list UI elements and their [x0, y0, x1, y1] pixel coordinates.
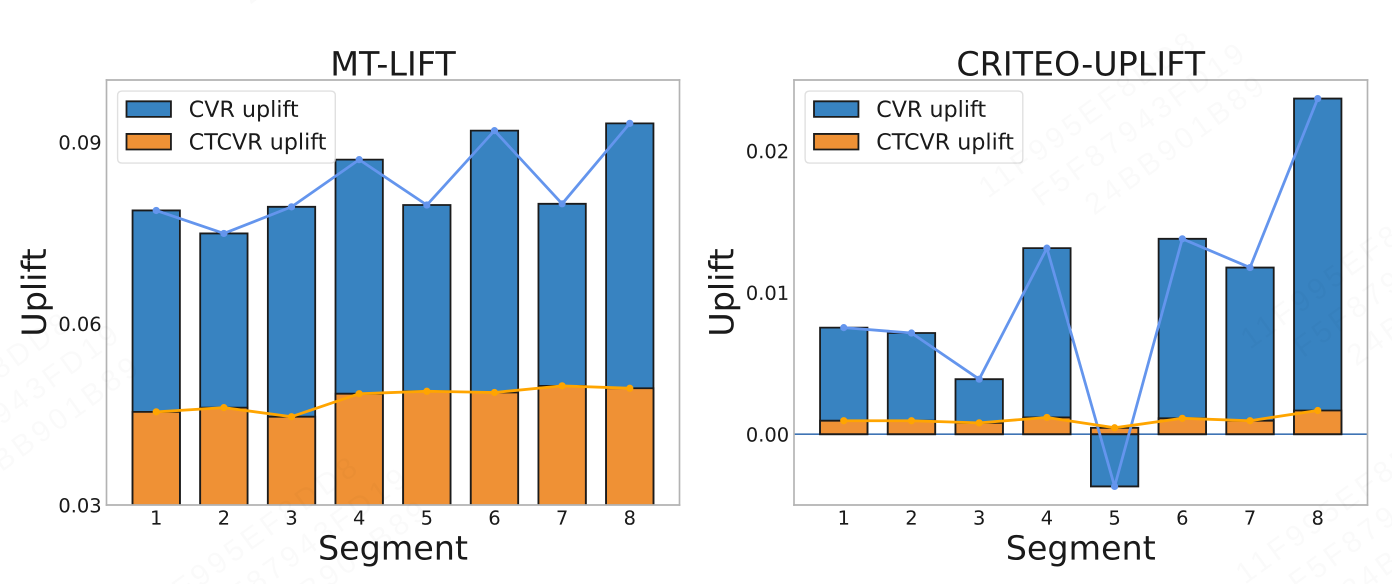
svg-text:F5F87943FD19: F5F87943FD19 — [182, 0, 410, 2]
svg-text:24BB901B89: 24BB901B89 — [235, 0, 430, 10]
